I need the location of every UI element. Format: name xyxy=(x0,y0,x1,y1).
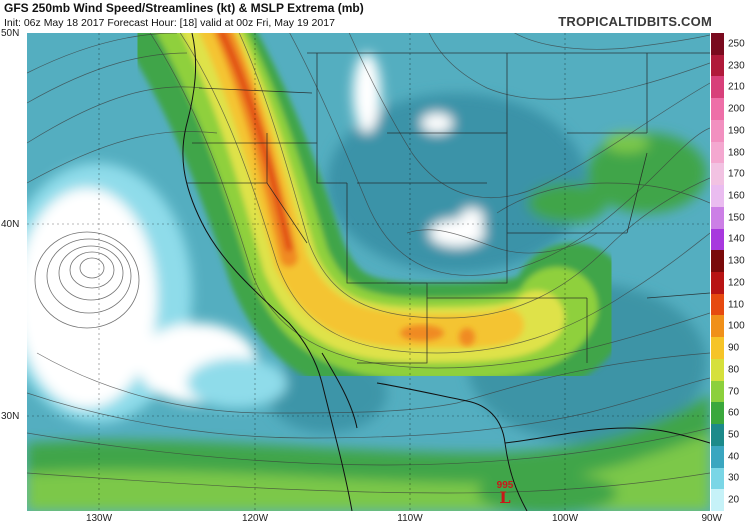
colorbar-cell xyxy=(711,358,724,382)
calm-pocket-plains xyxy=(421,113,453,133)
map-subtitle: Init: 06z May 18 2017 Forecast Hour: [18… xyxy=(4,17,335,29)
wind-speed-map[interactable] xyxy=(27,33,710,511)
calm-pocket-north xyxy=(353,53,381,133)
colorbar-cell xyxy=(711,380,724,403)
southern-jet-east xyxy=(627,453,707,493)
lat-label-30n: 30N xyxy=(1,411,20,422)
colorbar-label: 120 xyxy=(728,277,745,289)
colorbar-label: 20 xyxy=(728,494,740,506)
lon-label-110w: 110W xyxy=(397,513,423,524)
lon-label-100w: 100W xyxy=(551,513,579,524)
colorbar-cell xyxy=(711,337,724,360)
colorbar-cell xyxy=(711,185,724,208)
colorbar-cell xyxy=(711,119,724,143)
header: GFS 250mb Wind Speed/Streamlines (kt) & … xyxy=(0,0,750,33)
colorbar-cell xyxy=(711,76,724,99)
jet-max-southwest xyxy=(400,325,444,341)
jet-max-southwest-2 xyxy=(459,328,475,346)
lon-label-120w: 120W xyxy=(241,513,269,524)
colorbar-cell xyxy=(711,206,724,230)
lon-label-90w: 90W xyxy=(701,513,722,524)
light-wind-edge xyxy=(187,358,287,408)
coastlines xyxy=(182,33,710,511)
southern-jet-tail xyxy=(477,473,617,511)
colorbar-label: 90 xyxy=(728,342,740,354)
colorbar-label: 180 xyxy=(728,147,745,158)
calm-region-west xyxy=(27,188,157,408)
colorbar-label: 190 xyxy=(728,125,745,137)
colorbar-cell xyxy=(711,445,724,469)
low-pressure-value: 995 xyxy=(496,480,514,491)
colorbar-label: 80 xyxy=(728,364,740,376)
map-title: GFS 250mb Wind Speed/Streamlines (kt) & … xyxy=(4,1,364,15)
colorbar-cell xyxy=(711,54,724,77)
colorbar-cell xyxy=(711,98,724,121)
colorbar-cell xyxy=(711,33,724,56)
eastern-jet-patch xyxy=(527,183,607,223)
colorbar-cell xyxy=(711,163,724,186)
colorbar-cell xyxy=(711,402,724,425)
map-canvas xyxy=(27,33,710,511)
colorbar-label: 40 xyxy=(728,451,740,463)
lat-label-50n: 50N xyxy=(1,28,20,39)
latlon-grid xyxy=(27,33,710,511)
colorbar-cell xyxy=(711,228,724,251)
colorbar-label: 60 xyxy=(728,407,740,419)
colorbar-cell xyxy=(711,272,724,295)
colorbar-label: 50 xyxy=(728,429,740,441)
wind-speed-colorbar xyxy=(711,33,724,512)
colorbar-label: 230 xyxy=(728,60,745,72)
colorbar-cell xyxy=(711,141,724,164)
lon-label-130w: 130W xyxy=(85,513,113,524)
colorbar-cell xyxy=(711,315,724,338)
colorbar-cell xyxy=(711,489,724,512)
state-borders xyxy=(187,52,710,364)
low-pressure-letter: L xyxy=(499,488,511,507)
colorbar-label: 150 xyxy=(728,212,745,224)
colorbar-label: 70 xyxy=(728,386,740,397)
colorbar-label: 170 xyxy=(728,168,745,180)
colorbar-label: 200 xyxy=(728,103,745,115)
colorbar-cell xyxy=(711,250,724,273)
low-pressure-marker: 995 L xyxy=(492,480,518,507)
jet-stream-110kt xyxy=(218,33,293,252)
colorbar-label: 110 xyxy=(728,299,744,311)
colorbar-label: 250 xyxy=(728,38,745,50)
colorbar-label: 100 xyxy=(728,320,745,332)
closed-low-streamlines xyxy=(34,231,140,329)
colorbar-label: 130 xyxy=(728,255,745,267)
colorbar-cell xyxy=(711,293,724,316)
colorbar-label: 160 xyxy=(728,190,745,202)
colorbar-label: 140 xyxy=(728,233,745,245)
streamlines xyxy=(27,33,710,494)
colorbar-cell xyxy=(711,424,724,447)
lat-label-40n: 40N xyxy=(1,219,20,230)
brand-watermark: TROPICALTIDBITS.COM xyxy=(558,14,712,29)
northeast-jet-core xyxy=(605,133,649,153)
colorbar-label: 30 xyxy=(728,472,740,484)
colorbar-label: 210 xyxy=(728,81,745,93)
colorbar-cell xyxy=(711,467,724,490)
calm-pocket-central-2 xyxy=(460,208,484,228)
